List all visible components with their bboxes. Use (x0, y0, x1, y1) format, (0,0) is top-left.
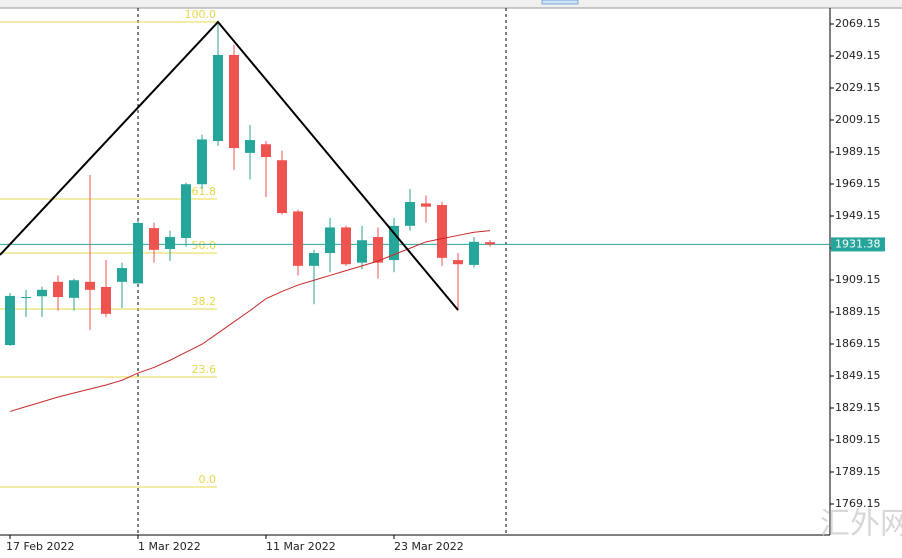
candle-body (309, 253, 319, 266)
zigzag-line (0, 20, 459, 311)
candle-body (69, 280, 79, 298)
x-tick-label: 11 Mar 2022 (266, 540, 336, 553)
candle-body (453, 260, 463, 265)
watermark: 汇外网 (820, 507, 902, 542)
y-tick-label: 1849.15 (835, 369, 881, 382)
x-tick-label: 23 Mar 2022 (394, 540, 464, 553)
current-price-box (831, 237, 885, 252)
candle-body (245, 140, 255, 153)
y-tick-label: 1769.15 (835, 497, 881, 510)
y-tick-label: 1829.15 (835, 401, 881, 414)
toolbar-button[interactable] (541, 0, 579, 5)
y-tick-label: 1809.15 (835, 433, 881, 446)
candle-body (37, 289, 47, 297)
candle-body (21, 297, 31, 299)
candle-body (101, 286, 111, 314)
fib-label: 61.8 (192, 185, 217, 198)
x-tick-label: 17 Feb 2022 (6, 540, 74, 553)
candle-body (485, 242, 495, 245)
candle-body (341, 227, 351, 265)
candle-body (229, 54, 239, 149)
candle-body (469, 241, 479, 265)
candle-body (197, 139, 207, 185)
y-tick-label: 1949.15 (835, 209, 881, 222)
moving-average (9, 230, 491, 412)
fib-label: 23.6 (192, 363, 217, 376)
y-tick-label: 1869.15 (835, 337, 881, 350)
y-tick-label: 2029.15 (835, 81, 881, 94)
toolbar-strip (0, 0, 902, 8)
candle-body (117, 268, 127, 282)
candle-body (165, 237, 175, 250)
fib-label: 100.0 (185, 8, 217, 21)
current-price-label: 1931.38 (835, 237, 881, 250)
fib-label: 0.0 (199, 473, 217, 486)
candle-body (181, 184, 191, 238)
candle-body (133, 222, 143, 284)
y-tick-label: 1909.15 (835, 273, 881, 286)
y-tick-label: 2009.15 (835, 113, 881, 126)
candle-body (357, 240, 367, 263)
candle-body (5, 295, 15, 346)
y-tick-label: 1889.15 (835, 305, 881, 318)
candle-body (293, 211, 303, 266)
fib-label: 38.2 (192, 295, 217, 308)
candle-body (149, 228, 159, 250)
x-tick-label: 1 Mar 2022 (138, 540, 201, 553)
candle-body (85, 281, 95, 290)
y-tick-label: 1969.15 (835, 177, 881, 190)
candle-body (325, 227, 335, 254)
candle-body (261, 144, 271, 158)
y-tick-label: 2049.15 (835, 49, 881, 62)
candle-body (421, 203, 431, 207)
candle-body (53, 281, 63, 298)
candle-body (277, 160, 287, 214)
candle-body (437, 205, 447, 258)
candle-body (389, 225, 399, 261)
y-tick-label: 1989.15 (835, 145, 881, 158)
candle-body (373, 237, 383, 263)
candle-body (405, 202, 415, 226)
y-tick-label: 1789.15 (835, 465, 881, 478)
fib-label: 50.0 (192, 239, 217, 252)
candle-body (213, 54, 223, 142)
y-tick-label: 2069.15 (835, 17, 881, 30)
